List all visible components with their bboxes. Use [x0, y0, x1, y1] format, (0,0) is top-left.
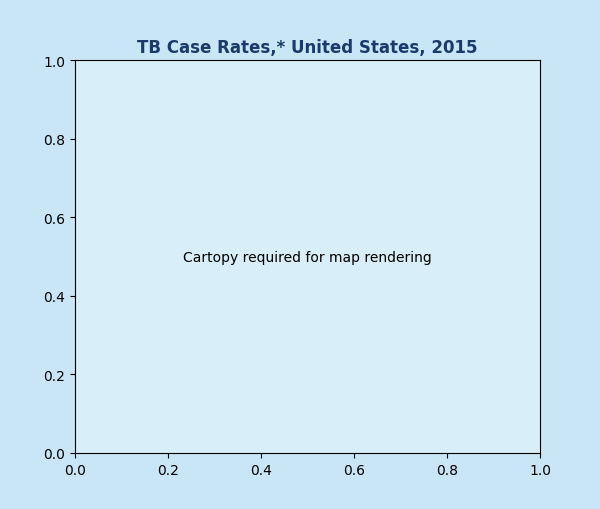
Title: TB Case Rates,* United States, 2015: TB Case Rates,* United States, 2015	[137, 39, 478, 57]
Text: Cartopy required for map rendering: Cartopy required for map rendering	[183, 250, 432, 264]
